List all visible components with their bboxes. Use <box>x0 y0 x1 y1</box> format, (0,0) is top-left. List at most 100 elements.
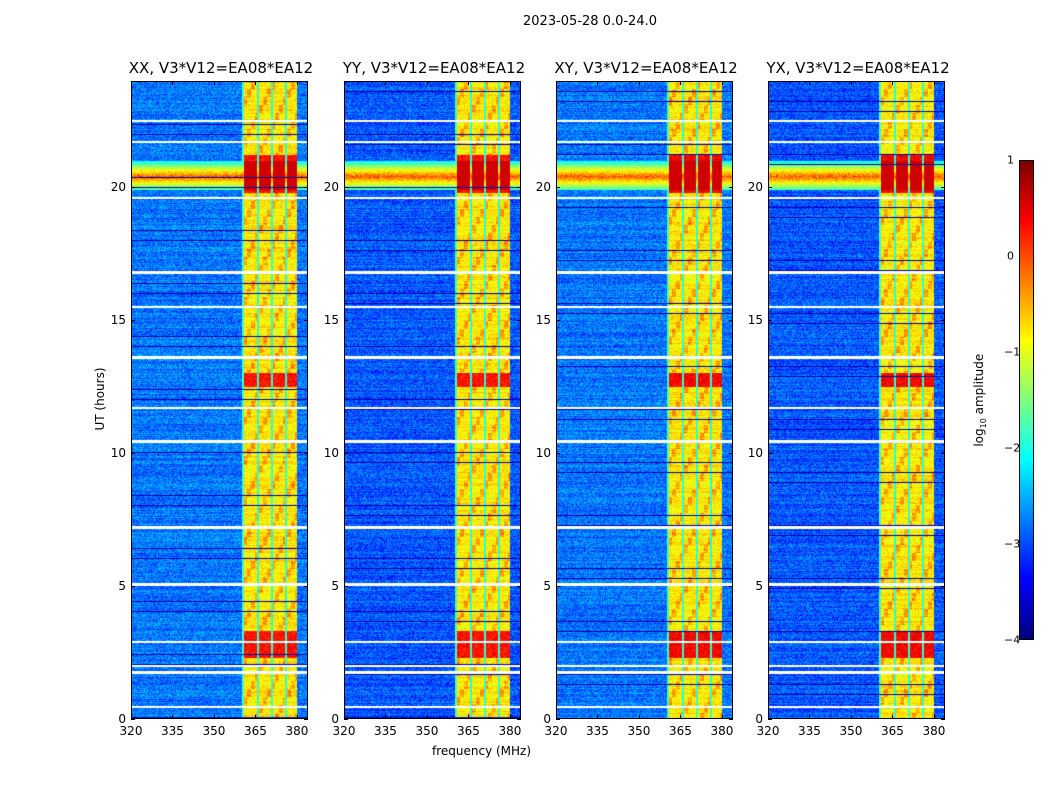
panel-title: XX, V3*V12=EA08*EA12 <box>128 59 314 77</box>
y-tick-mark <box>729 586 733 588</box>
y-tick-mark <box>131 453 135 455</box>
y-tick-mark <box>517 187 521 189</box>
x-tick-label: 320 <box>756 724 780 738</box>
x-tick-mark <box>892 715 894 719</box>
y-tick-label: 10 <box>323 446 339 461</box>
x-tick-label: 380 <box>285 724 309 738</box>
heatmap-image <box>131 81 308 719</box>
x-tick-mark <box>892 81 894 85</box>
y-tick-label: 0 <box>543 712 551 726</box>
y-tick-mark <box>556 320 560 322</box>
x-tick-mark <box>680 715 682 719</box>
x-tick-mark <box>556 81 557 85</box>
x-tick-mark <box>933 715 935 719</box>
x-tick-mark <box>296 81 298 85</box>
y-tick-mark <box>729 320 733 322</box>
x-tick-mark <box>344 715 345 719</box>
waterfall-panel-2: YY, V3*V12=EA08*EA12 320 335 350 365 380 0 5 10 1… <box>324 59 525 738</box>
y-tick-mark <box>729 719 733 720</box>
y-tick-mark <box>556 586 560 588</box>
y-tick-mark <box>768 719 772 720</box>
colorbar-tick-label: −2 <box>1004 441 1021 455</box>
x-tick-mark <box>850 715 852 719</box>
x-tick-label: 335 <box>798 724 821 738</box>
y-tick-label: 20 <box>747 180 763 195</box>
x-tick-mark <box>255 81 257 85</box>
colorbar-tick-label: −3 <box>1004 537 1021 551</box>
x-tick-mark <box>131 715 132 719</box>
y-tick-mark <box>556 453 560 455</box>
y-tick-label: 15 <box>535 313 551 328</box>
x-tick-mark <box>213 715 215 719</box>
y-tick-label: 5 <box>755 579 763 594</box>
waterfall-panel-1: XX, V3*V12=EA08*EA12 320 335 350 365 380 0 5 10 1… <box>111 59 314 738</box>
axes-frame <box>556 81 733 719</box>
y-tick-mark <box>304 719 308 720</box>
heatmap-image <box>556 81 733 719</box>
panel-title: YX, V3*V12=EA08*EA12 <box>766 59 950 77</box>
x-tick-label: 320 <box>119 724 143 738</box>
y-tick-mark <box>344 320 348 322</box>
y-tick-mark <box>941 187 945 189</box>
x-tick-mark <box>680 81 682 85</box>
x-tick-mark <box>597 81 599 85</box>
x-tick-label: 320 <box>332 724 356 738</box>
x-tick-mark <box>213 81 215 85</box>
y-tick-mark <box>941 320 945 322</box>
y-tick-mark <box>344 586 348 588</box>
y-tick-label: 20 <box>323 180 339 195</box>
x-tick-mark <box>426 715 428 719</box>
x-tick-label: 380 <box>710 724 734 738</box>
x-tick-label: 365 <box>244 724 267 738</box>
x-tick-mark <box>638 715 640 719</box>
x-axis-label: frequency (MHz) <box>432 744 532 758</box>
x-tick-label: 350 <box>839 724 863 738</box>
x-tick-mark <box>638 81 640 85</box>
y-tick-label: 10 <box>110 446 126 461</box>
x-tick-mark <box>131 81 132 85</box>
y-tick-mark <box>304 453 308 455</box>
x-tick-mark <box>385 715 387 719</box>
y-tick-mark <box>729 453 733 455</box>
x-tick-mark <box>296 715 298 719</box>
heatmap-image <box>344 81 521 719</box>
y-axis-label: UT (hours) <box>93 367 107 431</box>
figure-title: 2023-05-28 0.0-24.0 <box>523 14 657 29</box>
x-tick-mark <box>850 81 852 85</box>
x-tick-mark <box>468 715 470 719</box>
y-tick-label: 0 <box>755 712 763 726</box>
x-tick-mark <box>721 715 723 719</box>
waterfall-panel-4: YX, V3*V12=EA08*EA12 320 335 350 365 380 0 5 10 1… <box>748 59 950 738</box>
x-tick-mark <box>468 81 470 85</box>
y-tick-mark <box>304 320 308 322</box>
x-tick-label: 350 <box>627 724 651 738</box>
y-tick-mark <box>131 719 135 720</box>
colorbar-tick-label: −1 <box>1004 345 1021 359</box>
waterfall-panel-3: XY, V3*V12=EA08*EA12 320 335 350 365 380 0 5 10 1… <box>536 59 738 738</box>
y-tick-mark <box>131 187 135 189</box>
y-tick-label: 15 <box>323 313 339 328</box>
x-tick-label: 365 <box>881 724 904 738</box>
y-tick-label: 15 <box>110 313 126 328</box>
y-tick-mark <box>941 453 945 455</box>
x-tick-mark <box>172 715 174 719</box>
y-tick-mark <box>941 586 945 588</box>
y-tick-label: 0 <box>118 712 126 726</box>
y-tick-label: 20 <box>535 180 551 195</box>
x-tick-label: 335 <box>161 724 184 738</box>
x-tick-label: 365 <box>669 724 692 738</box>
y-tick-label: 20 <box>110 180 126 195</box>
x-tick-mark <box>344 81 345 85</box>
y-tick-label: 0 <box>331 712 339 726</box>
x-tick-mark <box>809 715 811 719</box>
y-tick-mark <box>517 453 521 455</box>
y-tick-mark <box>768 320 772 322</box>
y-tick-mark <box>729 187 733 189</box>
y-tick-mark <box>131 320 135 322</box>
y-tick-mark <box>768 453 772 455</box>
y-tick-mark <box>517 320 521 322</box>
colorbar <box>1019 160 1034 640</box>
panel-title: XY, V3*V12=EA08*EA12 <box>554 59 738 77</box>
panel-title: YY, V3*V12=EA08*EA12 <box>342 59 526 77</box>
x-tick-mark <box>255 715 257 719</box>
